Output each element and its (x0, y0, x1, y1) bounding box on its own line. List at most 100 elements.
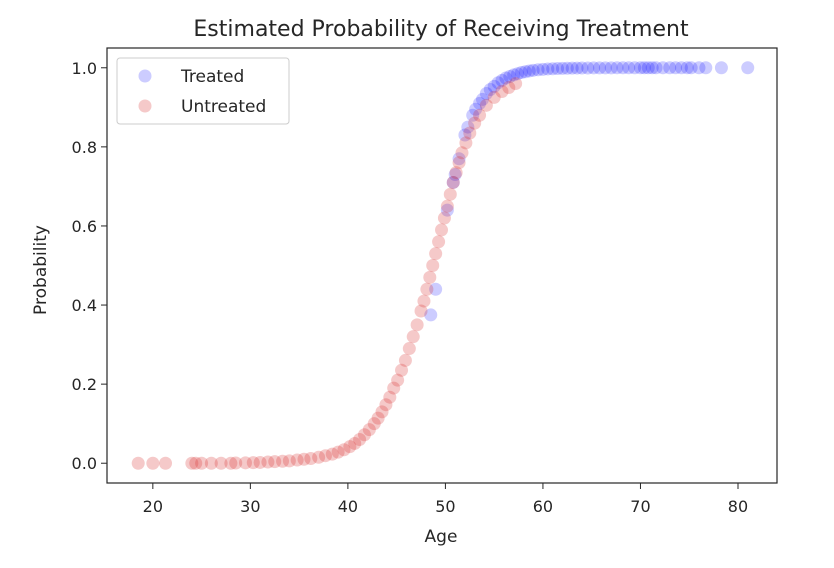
point-untreated (214, 456, 228, 470)
point-treated (604, 61, 618, 75)
point-treated (514, 66, 528, 80)
point-treated (448, 168, 462, 182)
point-untreated (238, 456, 252, 470)
point-untreated (502, 81, 516, 95)
point-untreated (449, 166, 463, 180)
point-untreated (362, 423, 376, 437)
point-treated (570, 61, 584, 75)
point-treated (598, 61, 612, 75)
point-untreated (261, 455, 275, 469)
point-treated (674, 61, 688, 75)
point-treated (575, 61, 589, 75)
point-untreated (495, 85, 509, 98)
point-untreated (325, 447, 339, 461)
point-treated (491, 76, 505, 90)
point-treated (581, 61, 595, 75)
point-treated (555, 61, 569, 75)
y-tick-label: 0.2 (72, 375, 97, 394)
legend-marker-untreated (138, 99, 152, 113)
point-untreated (509, 77, 523, 91)
point-untreated (131, 456, 145, 470)
point-treated (424, 308, 438, 322)
point-treated (637, 61, 651, 75)
point-untreated (417, 294, 431, 308)
point-treated (546, 62, 560, 76)
point-treated (466, 108, 480, 122)
point-treated (511, 67, 525, 81)
point-treated (587, 61, 601, 75)
y-axis-ticks: 0.0 0.2 0.4 0.6 0.8 1.0 (72, 59, 107, 473)
point-treated (645, 61, 659, 75)
series-treated (424, 61, 755, 322)
x-tick-label: 60 (533, 497, 553, 516)
point-untreated (375, 405, 389, 419)
y-tick-label: 0.8 (72, 138, 97, 157)
point-treated (503, 69, 517, 83)
point-treated (622, 61, 636, 75)
point-treated (531, 63, 545, 77)
point-untreated (276, 454, 290, 468)
point-treated (641, 61, 655, 75)
point-treated (560, 61, 574, 75)
point-untreated (446, 175, 460, 189)
x-axis-label: Age (425, 527, 458, 547)
point-treated (669, 61, 683, 75)
point-treated (469, 102, 483, 116)
chart-title: Estimated Probability of Receiving Treat… (193, 17, 689, 42)
point-treated (741, 61, 755, 75)
point-treated (565, 61, 579, 75)
point-treated (507, 68, 521, 82)
point-treated (699, 61, 713, 75)
point-treated (680, 61, 694, 75)
point-untreated (443, 187, 457, 201)
x-axis-ticks: 20 30 40 50 60 70 80 (143, 483, 748, 516)
x-tick-label: 20 (143, 497, 163, 516)
point-treated (461, 120, 475, 134)
point-untreated (159, 456, 173, 470)
legend-label-untreated: Untreated (181, 97, 266, 117)
point-treated (446, 175, 460, 189)
point-treated (616, 61, 630, 75)
point-treated (536, 62, 550, 76)
point-treated (526, 63, 540, 77)
x-tick-label: 70 (630, 497, 650, 516)
point-treated (692, 61, 706, 75)
point-untreated (379, 398, 393, 412)
point-untreated (455, 146, 469, 160)
point-untreated (406, 330, 420, 344)
point-treated (479, 86, 493, 100)
y-tick-label: 0.6 (72, 217, 97, 236)
point-untreated (371, 411, 385, 425)
point-treated (458, 128, 472, 142)
point-treated (684, 61, 698, 75)
point-untreated (229, 456, 243, 470)
point-untreated (432, 235, 446, 249)
plot-area (131, 61, 755, 470)
point-untreated (253, 455, 267, 469)
point-untreated (195, 456, 209, 470)
point-untreated (452, 156, 466, 170)
point-untreated (357, 428, 371, 442)
point-untreated (318, 449, 332, 463)
legend-marker-treated (138, 69, 152, 83)
x-tick-label: 80 (728, 497, 748, 516)
point-treated (663, 61, 677, 75)
point-untreated (440, 199, 454, 213)
point-treated (487, 79, 501, 93)
point-untreated (420, 282, 434, 296)
point-untreated (391, 373, 405, 387)
point-treated (473, 96, 487, 110)
point-treated (551, 62, 565, 76)
point-treated (649, 61, 663, 75)
y-axis-label: Probability (31, 225, 51, 315)
point-treated (541, 62, 555, 76)
point-untreated (367, 417, 381, 431)
point-untreated (487, 90, 501, 104)
point-treated (452, 152, 466, 166)
point-untreated (459, 136, 473, 150)
point-treated (628, 61, 642, 75)
point-untreated (426, 259, 440, 272)
point-untreated (353, 433, 367, 446)
point-treated (483, 83, 497, 97)
